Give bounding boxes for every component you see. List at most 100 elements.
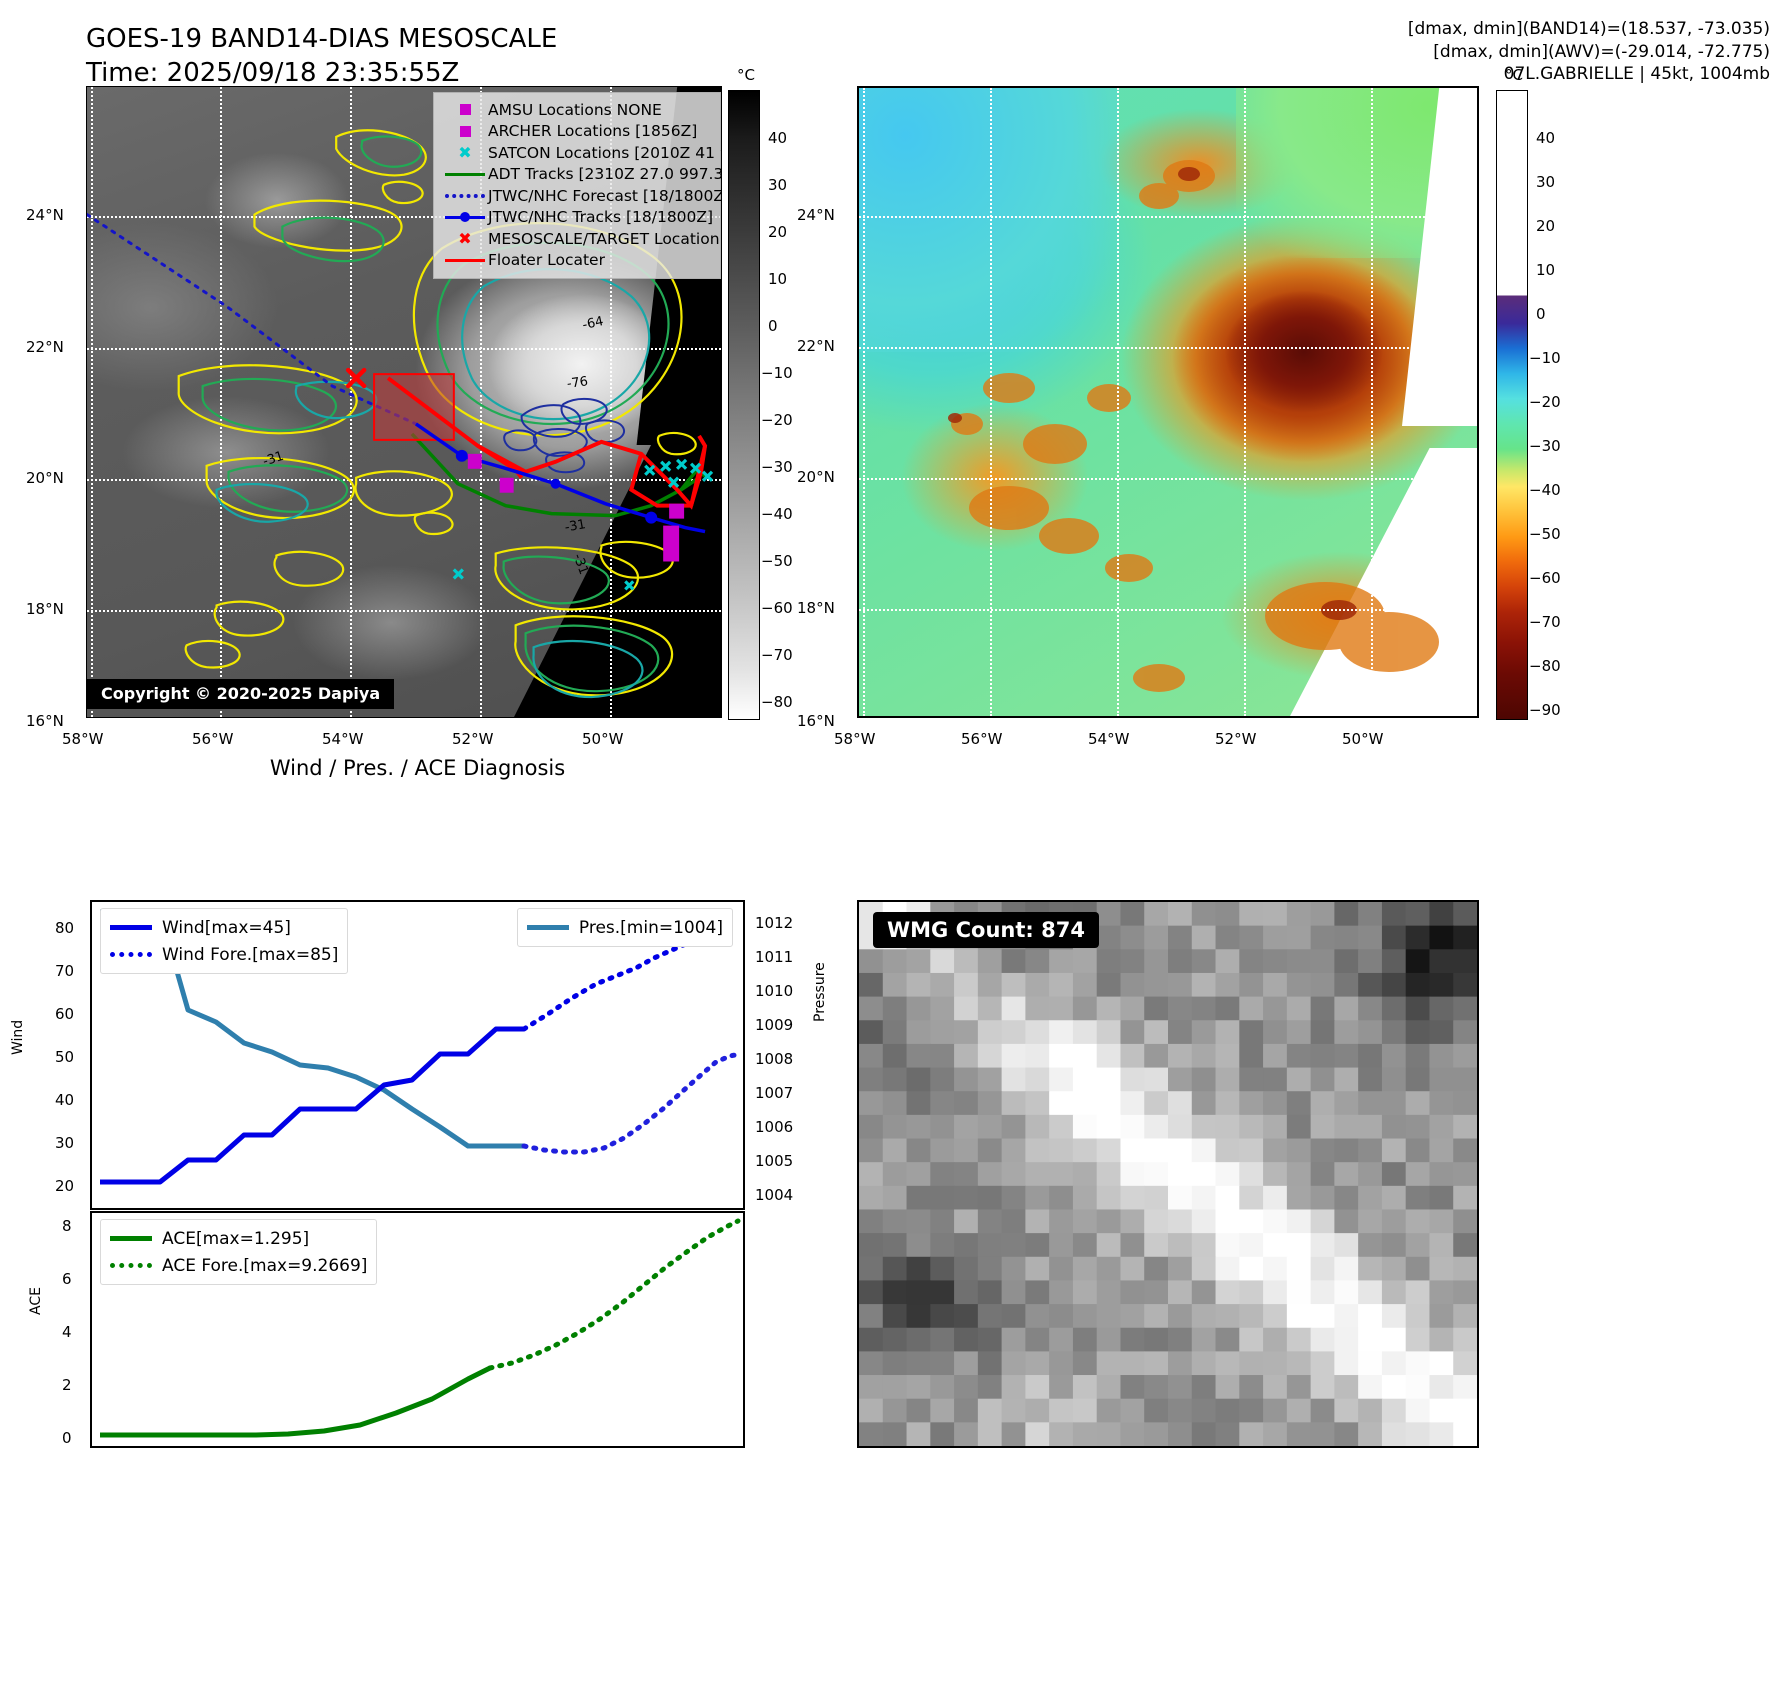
storm-info-header: [dmax, dmin](BAND14)=(18.537, -73.035) [… bbox=[1407, 19, 1770, 84]
ace-ytick: 0 bbox=[62, 1429, 72, 1447]
legend-item-wind: Wind[max=45] bbox=[110, 914, 338, 941]
colorbar-left-tick: 30 bbox=[768, 176, 788, 194]
mesoscale-x-icon: ✖ bbox=[458, 228, 472, 248]
gridline-lon bbox=[1117, 88, 1119, 716]
gridline-lat bbox=[859, 216, 1477, 218]
pressure-axis-label: Pressure bbox=[812, 962, 828, 1022]
legend-label: MESOSCALE/TARGET Location bbox=[488, 229, 720, 248]
awv-texture bbox=[948, 160, 1439, 692]
ir-lon-tick: 56°W bbox=[192, 730, 234, 748]
legend-item-satcon: ✖ SATCON Locations [2010Z 41 999] bbox=[442, 142, 721, 164]
awv-lat-tick: 24°N bbox=[797, 206, 835, 224]
colorbar-left-title: °C bbox=[737, 66, 755, 84]
colorbar-left-tick: −40 bbox=[761, 505, 793, 523]
svg-text:-31: -31 bbox=[570, 552, 591, 577]
colorbar-right-tick: −40 bbox=[1529, 481, 1561, 499]
wind-ytick: 30 bbox=[55, 1134, 75, 1152]
legend-item-forecast: JTWC/NHC Forecast [18/1800Z] bbox=[442, 185, 721, 207]
gridline-lon bbox=[350, 87, 352, 717]
ace-ytick: 2 bbox=[62, 1376, 72, 1394]
legend-label: AMSU Locations NONE bbox=[488, 100, 662, 119]
colorbar-left-tick: 40 bbox=[768, 129, 788, 147]
copyright-notice: Copyright © 2020-2025 Dapiya bbox=[87, 679, 395, 709]
legend-item-amsu: AMSU Locations NONE bbox=[442, 99, 712, 121]
wind-line-icon bbox=[110, 925, 162, 930]
svg-text:-31: -31 bbox=[564, 517, 587, 535]
ace-legend: ACE[max=1.295] ACE Fore.[max=9.2669] bbox=[100, 1219, 378, 1285]
gridline-lat bbox=[87, 479, 721, 481]
pressure-ytick: 1004 bbox=[755, 1186, 794, 1204]
pressure-legend: Pres.[min=1004] bbox=[516, 908, 733, 947]
legend-item-floater: Floater Locater bbox=[442, 250, 712, 272]
legend-label: Floater Locater bbox=[488, 251, 605, 270]
colorbar-right-tick: −10 bbox=[1529, 349, 1561, 367]
colorbar-right-tick: −70 bbox=[1529, 613, 1561, 631]
legend-label: ACE[max=1.295] bbox=[162, 1228, 310, 1249]
page-title: GOES-19 BAND14-DIAS MESOSCALE Time: 2025… bbox=[86, 24, 558, 88]
wmg-panel[interactable]: WMG Count: 874 bbox=[857, 900, 1479, 1448]
ace-chart[interactable]: ACE[max=1.295] ACE Fore.[max=9.2669] bbox=[90, 1211, 745, 1448]
ir-lat-tick: 20°N bbox=[26, 469, 64, 487]
colorbar-left-tick: −10 bbox=[761, 364, 793, 382]
legend-item-tracks: JTWC/NHC Tracks [18/1800Z] bbox=[442, 207, 714, 229]
awv-lat-tick: 16°N bbox=[797, 712, 835, 730]
colorbar-right-tick: −20 bbox=[1529, 393, 1561, 411]
awv-cold-region bbox=[859, 88, 1119, 352]
gridline-lat bbox=[859, 347, 1477, 349]
colorbar-left-tick: −60 bbox=[761, 599, 793, 617]
ace-line-icon bbox=[110, 1236, 162, 1241]
colorbar-left-tick: −70 bbox=[761, 646, 793, 664]
pressure-ytick: 1005 bbox=[755, 1152, 794, 1170]
pressure-ytick: 1008 bbox=[755, 1050, 794, 1068]
gridline-lon bbox=[91, 87, 93, 717]
pressure-ytick: 1011 bbox=[755, 948, 794, 966]
wmg-count-badge: WMG Count: 874 bbox=[873, 912, 1099, 948]
satcon-x-icon: ✖ bbox=[458, 142, 472, 162]
ir-lat-tick: 18°N bbox=[26, 600, 64, 618]
colorbar-left-tick: −80 bbox=[761, 693, 793, 711]
colorbar-right-tick: 10 bbox=[1536, 261, 1556, 279]
pressure-ytick: 1009 bbox=[755, 1016, 794, 1034]
gridline-lat bbox=[87, 348, 721, 350]
wind-ytick: 20 bbox=[55, 1177, 75, 1195]
colorbar-left-tick: −30 bbox=[761, 458, 793, 476]
legend-label: JTWC/NHC Forecast [18/1800Z] bbox=[488, 186, 722, 205]
legend-item-adt: ADT Tracks [2310Z 27.0 997.3] bbox=[442, 164, 721, 186]
svg-text:-31: -31 bbox=[261, 449, 286, 470]
forecast-dotted-icon bbox=[442, 193, 488, 198]
colorbar-left bbox=[728, 90, 760, 720]
legend-item-mesoscale: ✖ MESOSCALE/TARGET Location bbox=[442, 228, 719, 250]
ir-lon-tick: 58°W bbox=[62, 730, 104, 748]
ir-satellite-panel[interactable]: -64 -76 -31 -31 -31 bbox=[86, 86, 722, 718]
series-ace bbox=[100, 1365, 492, 1438]
ir-lat-tick: 16°N bbox=[26, 712, 64, 730]
svg-text:-64: -64 bbox=[581, 314, 605, 333]
pressure-ytick: 1010 bbox=[755, 982, 794, 1000]
overlay-vectors: -64 -76 -31 -31 -31 bbox=[87, 129, 714, 699]
awv-lat-tick: 22°N bbox=[797, 337, 835, 355]
awv-lon-tick: 56°W bbox=[961, 730, 1003, 748]
svg-text:-76: -76 bbox=[566, 374, 589, 392]
sat-legend: AMSU Locations NONE ARCHER Locations [18… bbox=[433, 92, 721, 279]
colorbar-left-tick: −20 bbox=[761, 411, 793, 429]
legend-item-wind-forecast: Wind Fore.[max=85] bbox=[110, 941, 338, 968]
wind-pressure-chart[interactable]: Wind[max=45] Wind Fore.[max=85] Pres.[mi… bbox=[90, 900, 745, 1210]
colorbar-left-tick: 20 bbox=[768, 223, 788, 241]
awv-satellite-panel[interactable] bbox=[857, 86, 1479, 718]
colorbar-left-tick: 10 bbox=[768, 270, 788, 288]
colorbar-right bbox=[1496, 90, 1528, 720]
ace-axis-label: ACE bbox=[28, 1287, 44, 1315]
pressure-ytick: 1006 bbox=[755, 1118, 794, 1136]
wind-ytick: 70 bbox=[55, 962, 75, 980]
awv-lon-tick: 54°W bbox=[1088, 730, 1130, 748]
series-wind bbox=[100, 1026, 524, 1185]
colorbar-right-tick: 20 bbox=[1536, 217, 1556, 235]
ace-ytick: 6 bbox=[62, 1270, 72, 1288]
ace-ytick: 8 bbox=[62, 1217, 72, 1235]
amsu-marker-icon bbox=[442, 104, 488, 116]
colorbar-right-tick: 0 bbox=[1536, 305, 1546, 323]
tracks-line-dot-icon bbox=[442, 212, 488, 223]
legend-label: JTWC/NHC Tracks [18/1800Z] bbox=[488, 208, 714, 227]
legend-label: Wind[max=45] bbox=[162, 917, 291, 938]
ace-ytick: 4 bbox=[62, 1323, 72, 1341]
